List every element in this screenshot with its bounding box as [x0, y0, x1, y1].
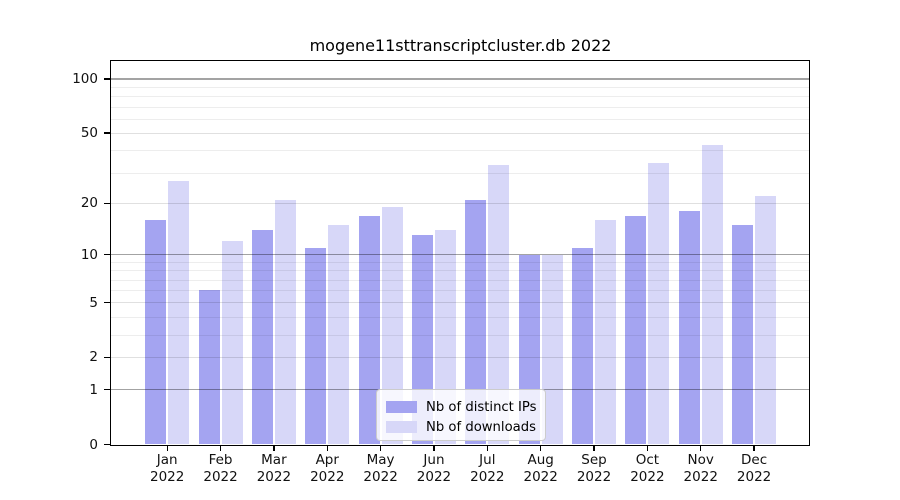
x-tick-label: Sep 2022: [576, 452, 612, 485]
bar-distinct-ips-jul: [465, 199, 487, 445]
y-tick-label: 1: [89, 381, 98, 398]
x-tick-label: Jul 2022: [470, 452, 505, 485]
gridline-major: [111, 202, 809, 204]
gridline-minor: [111, 172, 809, 174]
x-tick: [219, 446, 222, 451]
gridline-minor: [111, 279, 809, 281]
bar-distinct-ips-nov: [678, 211, 700, 445]
y-tick: [104, 202, 110, 205]
x-tick: [539, 446, 542, 451]
x-tick: [593, 446, 595, 451]
bar-downloads-nov: [701, 144, 723, 445]
legend-item-distinct-ips: Nb of distinct IPs: [386, 397, 537, 417]
bar-distinct-ips-oct: [625, 215, 647, 445]
gridline-major: [111, 302, 809, 304]
x-tick: [486, 446, 489, 451]
y-tick-label: 100: [72, 71, 98, 87]
bar-downloads-mar: [274, 199, 296, 445]
bar-downloads-apr: [328, 224, 350, 445]
x-tick: [433, 446, 435, 451]
gridline-minor: [111, 118, 809, 120]
bar-downloads-aug: [541, 254, 563, 445]
x-tick-label: Apr 2022: [310, 452, 345, 485]
x-tick-label: Mar 2022: [256, 452, 292, 485]
gridline-major: [111, 132, 809, 134]
y-tick: [104, 356, 110, 359]
y-tick: [104, 253, 110, 256]
x-tick-label: Feb 2022: [203, 452, 238, 485]
x-tick-label: Oct 2022: [630, 452, 665, 485]
x-tick-label: Jan 2022: [150, 452, 185, 485]
x-tick: [273, 446, 275, 451]
x-tick: [753, 446, 755, 451]
y-tick-label: 0: [89, 436, 98, 453]
gridline-decade: [111, 78, 809, 80]
x-tick-label: Dec 2022: [736, 452, 772, 485]
bar-downloads-jan: [168, 180, 190, 445]
legend: Nb of distinct IPs Nb of downloads: [376, 389, 546, 441]
x-tick: [646, 446, 649, 451]
x-tick-label: May 2022: [363, 452, 398, 485]
gridline-major: [111, 356, 809, 358]
bar-distinct-ips-sep: [572, 247, 594, 445]
y-tick: [104, 443, 110, 446]
gridline-minor: [111, 87, 809, 89]
gridline-decade: [111, 253, 809, 256]
bar-downloads-feb: [221, 241, 243, 445]
legend-swatch-downloads-icon: [386, 421, 417, 433]
gridline-minor: [111, 96, 809, 98]
y-tick-label: 2: [89, 349, 98, 366]
gridline-minor: [111, 106, 809, 108]
x-tick: [700, 446, 702, 451]
y-tick: [104, 132, 110, 134]
gridline-minor: [111, 270, 809, 272]
x-tick-label: Aug 2022: [523, 452, 558, 485]
bar-downloads-jul: [488, 165, 510, 445]
gridline-minor: [111, 262, 809, 264]
x-tick: [166, 446, 168, 451]
bar-distinct-ips-feb: [198, 290, 220, 445]
gridline-minor: [111, 150, 809, 152]
bar-distinct-ips-mar: [251, 230, 273, 445]
y-tick-label: 20: [80, 195, 98, 212]
x-tick-label: Jun 2022: [416, 452, 452, 485]
y-tick-label: 10: [80, 246, 98, 263]
legend-item-downloads: Nb of downloads: [386, 417, 537, 437]
gridline-minor: [111, 334, 809, 336]
chart-title: mogene11sttranscriptcluster.db 2022: [309, 36, 612, 55]
y-tick: [104, 388, 110, 391]
legend-swatch-distinct-ips-icon: [386, 401, 417, 413]
bar-downloads-sep: [595, 220, 617, 445]
gridline-minor: [111, 290, 809, 292]
bar-distinct-ips-jan: [145, 220, 167, 445]
x-tick-label: Nov 2022: [683, 452, 718, 485]
y-tick: [104, 78, 110, 80]
y-tick: [104, 301, 110, 304]
y-tick-label: 5: [89, 294, 98, 311]
bar-downloads-dec: [755, 196, 777, 445]
bar-distinct-ips-apr: [305, 247, 327, 445]
legend-label-distinct-ips: Nb of distinct IPs: [426, 399, 537, 415]
bar-distinct-ips-may: [358, 215, 380, 445]
bar-distinct-ips-dec: [732, 224, 754, 445]
bar-downloads-oct: [648, 162, 670, 445]
bar-downloads-may: [381, 207, 403, 445]
x-tick: [379, 446, 382, 451]
legend-label-downloads: Nb of downloads: [426, 419, 536, 435]
gridline-minor: [111, 317, 809, 319]
x-tick: [326, 446, 328, 451]
y-tick-label: 50: [80, 125, 98, 142]
